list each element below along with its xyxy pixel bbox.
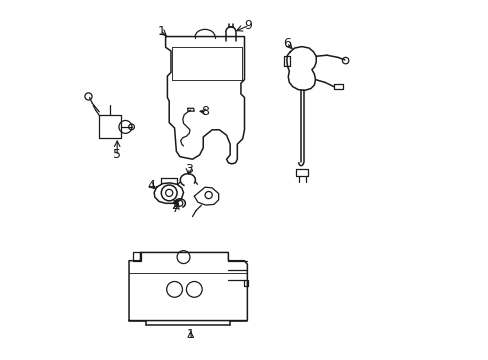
Text: 1: 1 [186,328,194,341]
Text: 6: 6 [283,37,291,50]
Text: 2: 2 [170,199,178,212]
Text: 7: 7 [172,202,180,215]
Text: 8: 8 [201,105,209,118]
Text: 3: 3 [184,163,192,176]
Text: 1: 1 [157,25,165,38]
Text: 9: 9 [244,19,251,32]
Text: 5: 5 [113,148,121,161]
Text: 4: 4 [147,179,155,192]
